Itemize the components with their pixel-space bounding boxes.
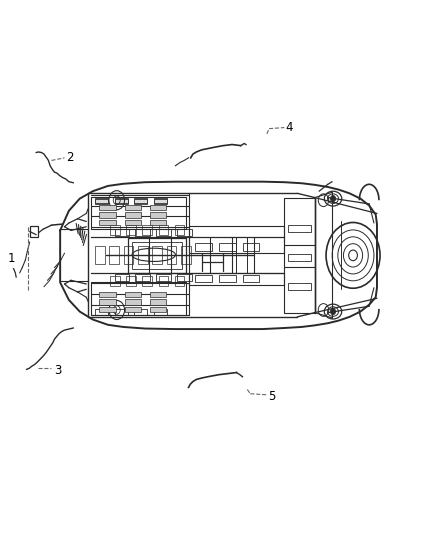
Bar xyxy=(134,198,147,205)
Bar xyxy=(284,198,315,313)
Bar xyxy=(95,309,108,316)
Circle shape xyxy=(330,196,336,202)
Bar xyxy=(127,238,186,273)
Bar xyxy=(124,213,141,217)
Bar xyxy=(115,309,127,316)
Bar xyxy=(132,241,182,269)
Bar xyxy=(159,276,168,286)
Text: 4: 4 xyxy=(286,121,293,134)
Text: 3: 3 xyxy=(54,364,62,377)
Bar xyxy=(124,300,141,305)
Bar xyxy=(175,276,184,286)
Bar xyxy=(156,274,171,281)
Bar xyxy=(288,283,311,290)
Bar xyxy=(115,274,129,281)
Bar xyxy=(124,246,133,264)
Bar xyxy=(150,205,166,211)
Bar xyxy=(288,224,311,232)
Bar xyxy=(115,199,127,204)
Bar xyxy=(195,243,212,251)
Bar xyxy=(99,220,116,225)
Circle shape xyxy=(330,309,336,315)
Bar xyxy=(124,220,141,225)
Text: 5: 5 xyxy=(268,390,276,403)
Bar xyxy=(92,197,186,229)
Bar xyxy=(115,229,129,236)
Bar xyxy=(243,243,259,251)
Bar xyxy=(138,246,148,264)
Bar xyxy=(92,282,186,316)
Bar xyxy=(159,225,168,235)
Bar xyxy=(115,198,127,205)
Bar xyxy=(124,205,141,211)
Bar xyxy=(150,220,166,225)
Bar xyxy=(142,225,152,235)
Bar xyxy=(110,225,120,235)
Bar xyxy=(152,246,162,264)
Bar xyxy=(150,300,166,305)
Bar xyxy=(150,213,166,217)
Bar xyxy=(134,309,147,316)
Bar xyxy=(154,198,167,205)
Bar xyxy=(110,246,119,264)
Bar xyxy=(126,225,136,235)
Bar xyxy=(188,273,284,285)
Bar xyxy=(188,225,284,253)
Bar xyxy=(156,229,171,236)
Bar xyxy=(110,276,120,286)
Bar xyxy=(154,199,167,204)
Bar xyxy=(195,275,212,282)
Bar xyxy=(99,300,116,305)
Bar xyxy=(30,225,38,237)
Bar xyxy=(150,292,166,297)
Bar xyxy=(99,307,116,312)
Bar xyxy=(167,246,177,264)
Bar xyxy=(219,275,236,282)
Bar xyxy=(243,275,259,282)
Bar xyxy=(95,246,105,264)
Bar xyxy=(95,199,108,204)
Bar xyxy=(288,254,311,261)
Text: 1: 1 xyxy=(7,252,15,264)
Bar xyxy=(126,276,136,286)
Bar xyxy=(181,246,191,264)
Bar xyxy=(142,276,152,286)
Bar xyxy=(95,198,108,205)
Text: 2: 2 xyxy=(67,151,74,164)
Bar xyxy=(99,292,116,297)
Bar xyxy=(124,307,141,312)
Bar xyxy=(175,225,184,235)
Bar xyxy=(219,243,236,251)
Bar xyxy=(124,292,141,297)
Bar xyxy=(150,307,166,312)
Bar xyxy=(99,213,116,217)
Bar xyxy=(99,205,116,211)
Bar xyxy=(135,274,150,281)
Bar xyxy=(134,199,147,204)
Bar xyxy=(177,229,191,236)
Bar xyxy=(135,229,150,236)
Bar xyxy=(154,309,167,316)
Bar xyxy=(177,274,191,281)
